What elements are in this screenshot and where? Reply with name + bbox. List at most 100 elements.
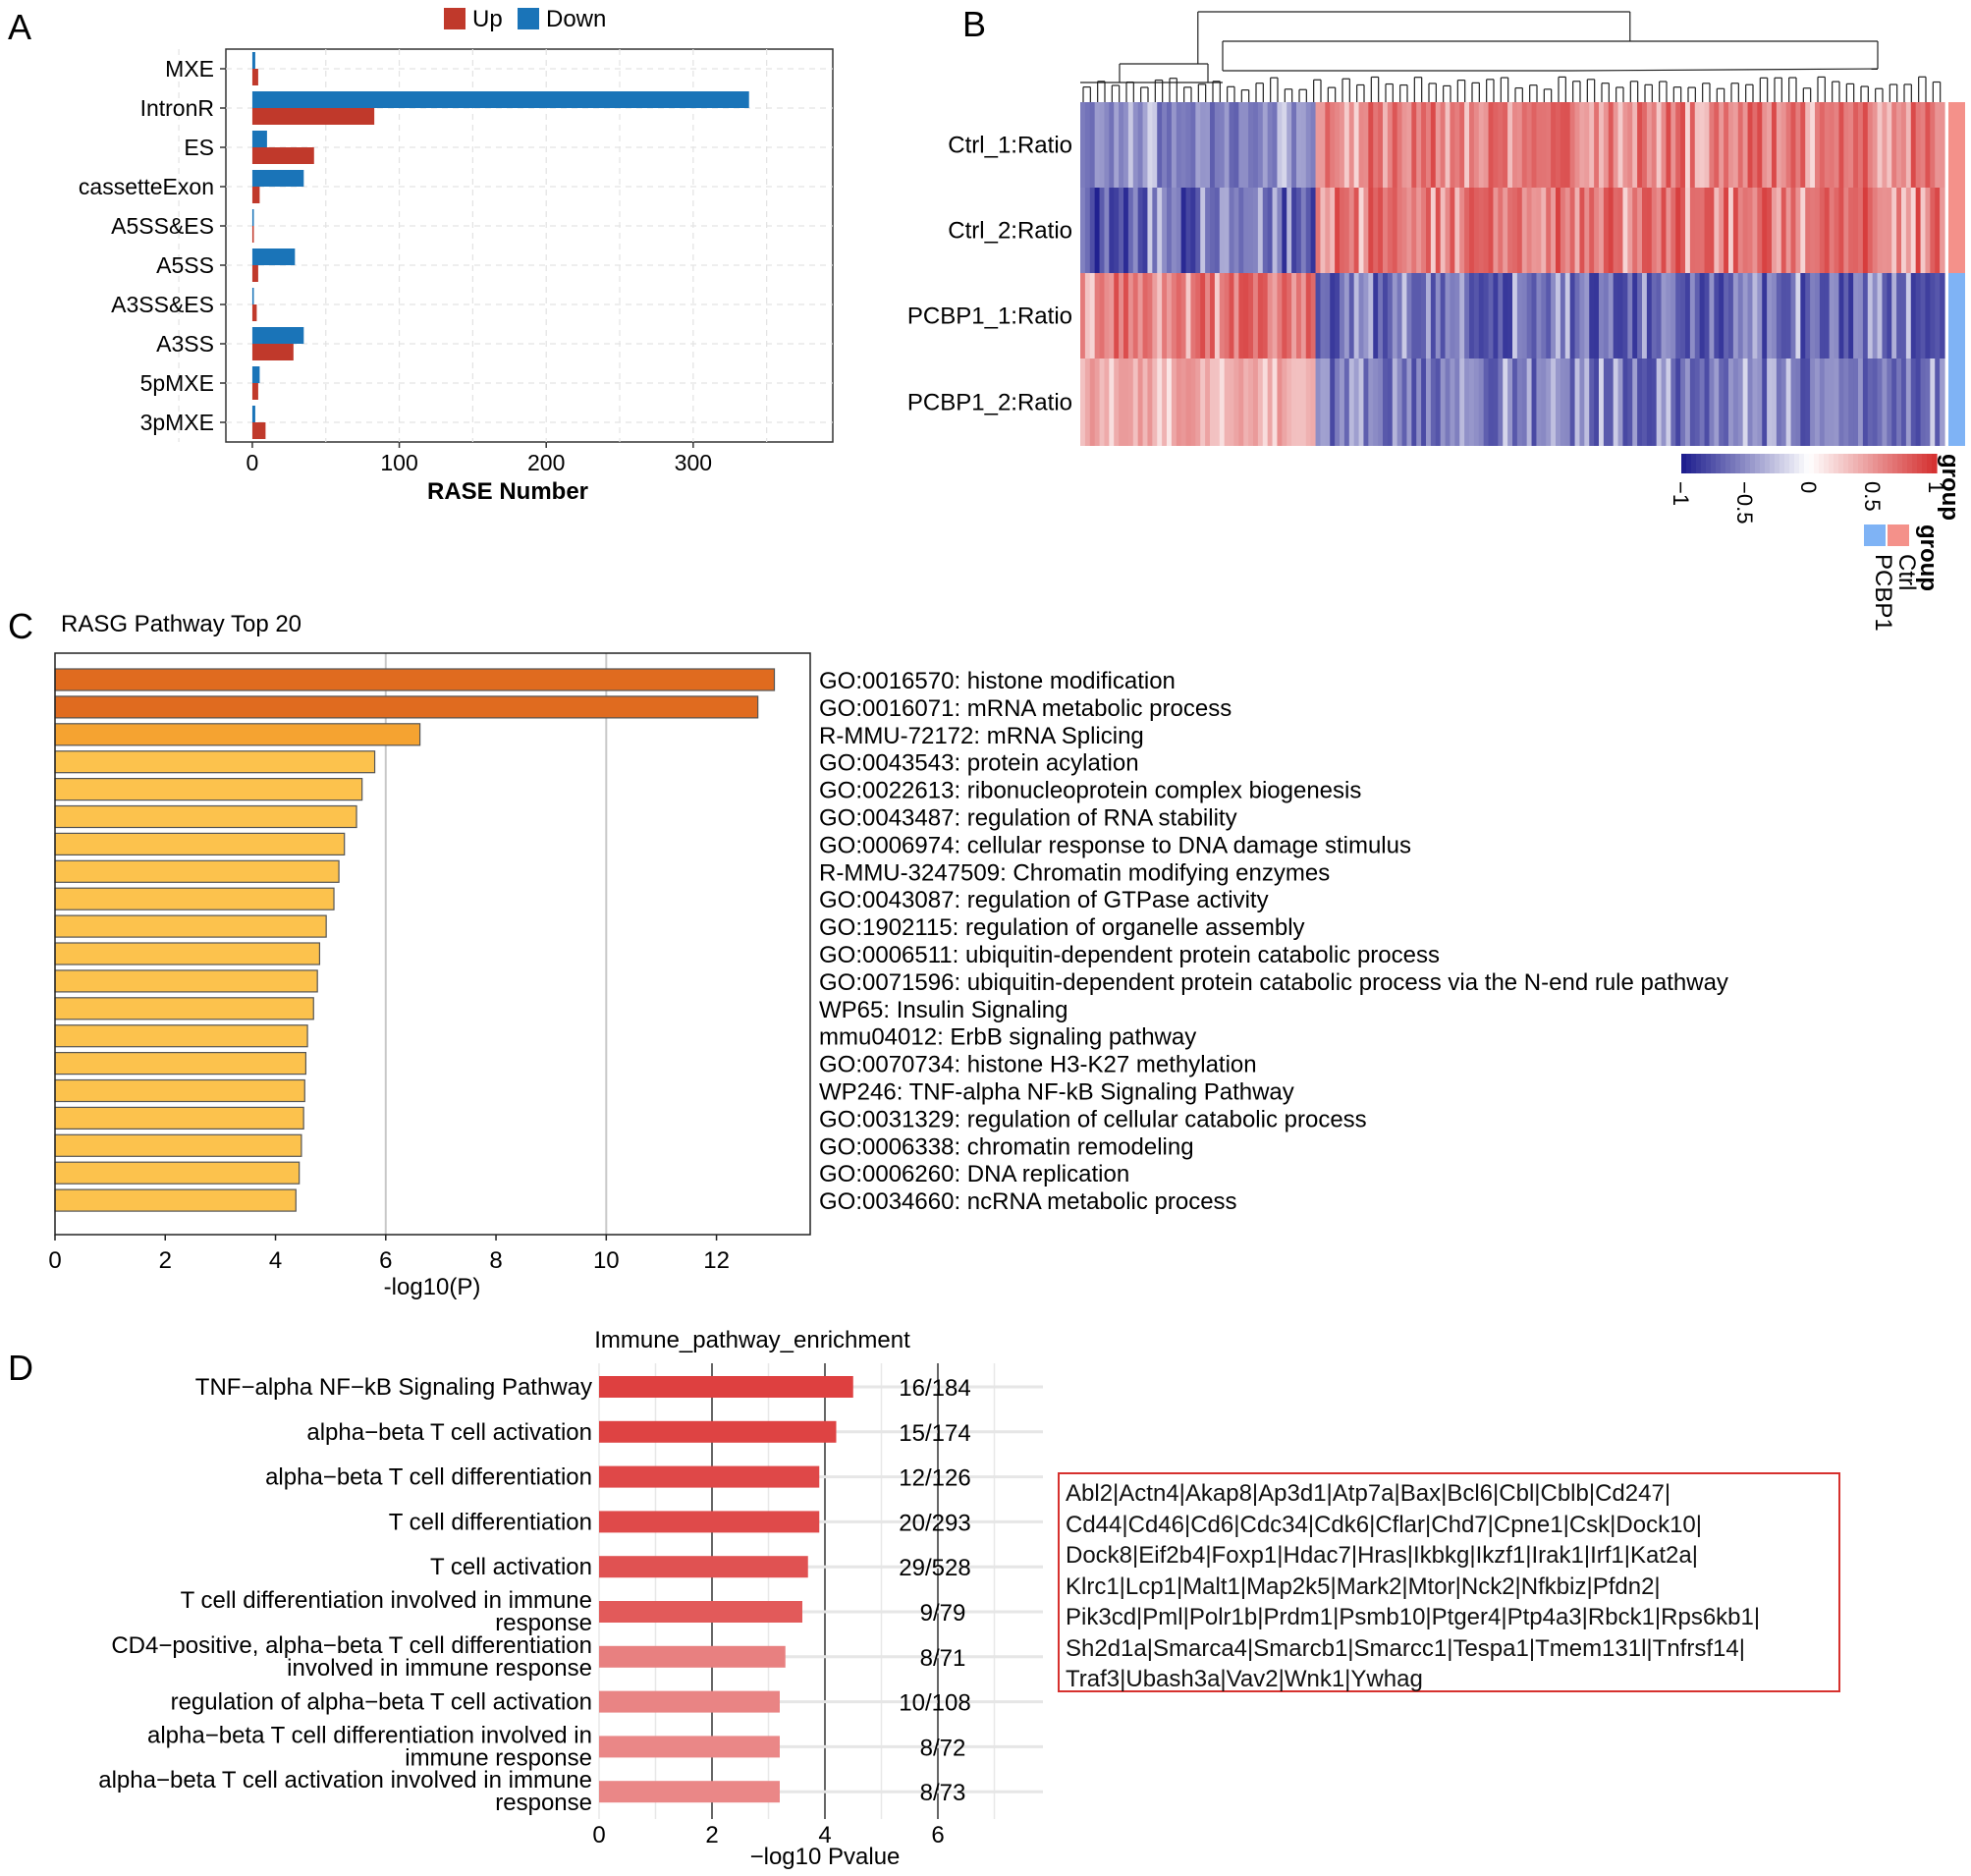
heatmap-cell <box>1272 273 1279 359</box>
heatmap-cell <box>1767 359 1773 446</box>
heatmap-cell <box>1905 188 1912 273</box>
heatmap-cell <box>1123 102 1129 188</box>
pathway-label: mmu04012: ErbB signaling pathway <box>819 1024 1196 1051</box>
heatmap-cell <box>1594 273 1600 359</box>
heatmap-cell <box>1180 359 1187 446</box>
heatmap-cell <box>1387 359 1394 446</box>
heatmap-cell <box>1780 359 1787 446</box>
pathway-bar <box>54 969 318 993</box>
heatmap-cell <box>1810 188 1816 273</box>
heatmap-cell <box>1348 359 1355 446</box>
immune-pathway-label: immune response <box>405 1744 592 1771</box>
color-scale-tick-label: 0.5 <box>1860 481 1885 512</box>
heatmap-cell <box>1421 359 1427 446</box>
heatmap-cell <box>1176 188 1182 273</box>
heatmap-cell <box>1699 359 1706 446</box>
heatmap-cell <box>1699 188 1706 273</box>
heatmap-cell <box>1512 273 1518 359</box>
heatmap-cell <box>1594 359 1600 446</box>
heatmap-cell <box>1613 359 1619 446</box>
heatmap-cell <box>1147 188 1153 273</box>
pathway-bar <box>54 668 776 691</box>
heatmap-cell <box>1584 359 1590 446</box>
heatmap-cell <box>1305 102 1312 188</box>
heatmap-cell <box>1752 359 1758 446</box>
color-scale-segment <box>1735 454 1741 473</box>
heatmap-cell <box>1613 273 1619 359</box>
bar-up <box>251 69 258 85</box>
color-scale-segment <box>1691 454 1697 473</box>
heatmap-cell <box>1637 359 1643 446</box>
heatmap-cell <box>1348 273 1355 359</box>
heatmap-cell <box>1564 273 1571 359</box>
color-scale-segment <box>1897 454 1903 473</box>
heatmap-cell <box>1300 188 1307 273</box>
heatmap-cell <box>1157 359 1163 446</box>
heatmap-cell <box>1632 188 1638 273</box>
heatmap-cell <box>1785 188 1792 273</box>
pathway-label: GO:0006511: ubiquitin-dependent protein … <box>819 942 1440 968</box>
immune-pathway-label: T cell activation <box>430 1554 592 1580</box>
heatmap-cell <box>1709 359 1715 446</box>
heatmap-cell <box>1119 188 1124 273</box>
heatmap-cell <box>1157 102 1163 188</box>
category-label: A5SS <box>156 252 214 278</box>
heatmap-cell <box>1887 273 1892 359</box>
heatmap-cell <box>1689 102 1696 188</box>
heatmap-cell <box>1574 273 1581 359</box>
pathway-label: GO:0043087: regulation of GTPase activit… <box>819 887 1269 913</box>
heatmap-cell <box>1267 359 1274 446</box>
heatmap-cell <box>1516 273 1523 359</box>
heatmap-cell <box>1670 273 1676 359</box>
heatmap-cell <box>1516 188 1523 273</box>
pathway-bar <box>54 1188 297 1212</box>
heatmap-cell <box>1325 359 1331 446</box>
heatmap-cell <box>1430 102 1437 188</box>
heatmap-cell <box>1089 359 1096 446</box>
heatmap-cell <box>1445 188 1451 273</box>
heatmap-cell <box>1257 359 1264 446</box>
panel-b-heatmap: Ctrl_1:Ratio Ctrl_2:Ratio PCBP1_1:Ratio PCB… <box>907 11 1965 632</box>
heatmap-cell <box>1396 273 1403 359</box>
pathway-bar <box>54 1078 305 1103</box>
heatmap-cell <box>1483 273 1490 359</box>
heatmap-cell <box>1728 102 1734 188</box>
heatmap-cell <box>1752 273 1758 359</box>
color-scale-segment <box>1834 454 1839 473</box>
heatmap-cell <box>1646 188 1653 273</box>
heatmap-cell <box>1320 102 1326 188</box>
heatmap-cell <box>1728 273 1734 359</box>
heatmap-cell <box>1190 359 1196 446</box>
heatmap-cell <box>1358 102 1365 188</box>
heatmap-cell <box>1531 188 1538 273</box>
heatmap-cell <box>1291 273 1297 359</box>
heatmap-cell <box>1180 102 1187 188</box>
heatmap-cell <box>1848 102 1854 188</box>
heatmap-cell <box>1330 273 1336 359</box>
heatmap-cell <box>1776 102 1782 188</box>
heatmap-cell <box>1195 188 1201 273</box>
heatmap-cell <box>1152 273 1158 359</box>
gene-list-line: Abl2|Actn4|Akap8|Ap3d1|Atp7a|Bax|Bcl6|Cb… <box>1066 1480 1671 1507</box>
heatmap-cell <box>1498 102 1504 188</box>
heatmap-cell <box>1666 273 1671 359</box>
heatmap-cell <box>1080 359 1086 446</box>
bar-up <box>251 226 254 243</box>
heatmap-cell <box>1556 359 1561 446</box>
heatmap-cell <box>1790 102 1797 188</box>
heatmap-cell <box>1320 273 1326 359</box>
pathway-label: GO:0070734: histone H3-K27 methylation <box>819 1052 1257 1078</box>
heatmap-cell <box>1584 188 1590 273</box>
heatmap-cell <box>1810 359 1816 446</box>
heatmap-cell <box>1843 188 1849 273</box>
heatmap-cell <box>1445 102 1451 188</box>
heatmap-cell <box>1579 359 1585 446</box>
heatmap-cell <box>1877 359 1884 446</box>
ratio-label: 20/293 <box>899 1510 970 1536</box>
heatmap-cell <box>1694 102 1701 188</box>
heatmap-cell <box>1675 102 1681 188</box>
heatmap-cell <box>1411 273 1417 359</box>
heatmap-cell <box>1551 359 1557 446</box>
bar-down <box>251 327 304 344</box>
